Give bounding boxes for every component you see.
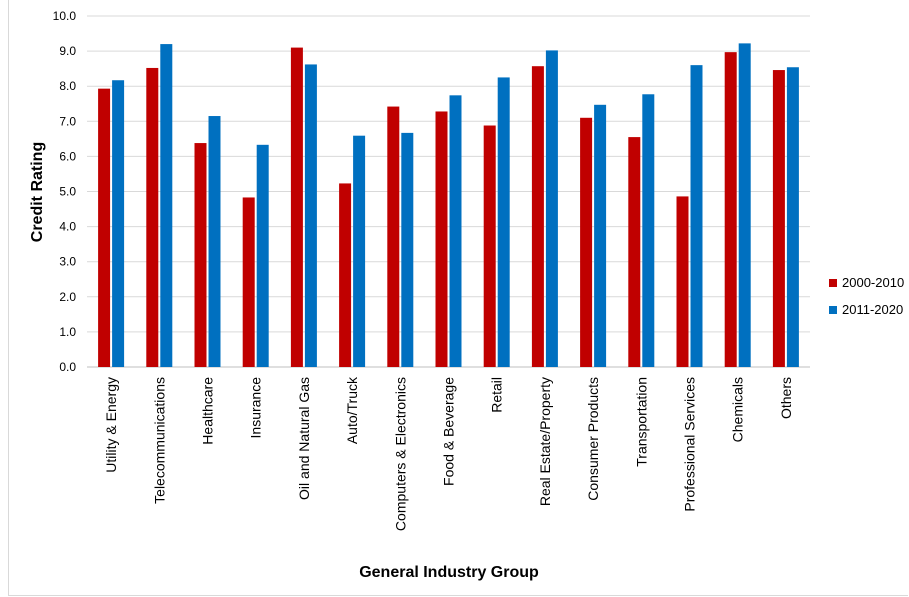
bar-2000-2010-7 <box>435 111 448 367</box>
y-tick-label: 4.0 <box>59 220 76 234</box>
category-label: Professional Services <box>682 377 698 512</box>
bar-2000-2010-5 <box>339 183 352 367</box>
bar-2011-2020-7 <box>449 95 462 368</box>
category-labels: Utility & Energy Telecommunications Health… <box>103 376 794 531</box>
y-tick-label: 2.0 <box>59 290 76 304</box>
category-label: Real Estate/Property <box>537 377 553 506</box>
bar-2011-2020-8 <box>497 77 510 368</box>
bar-2000-2010-6 <box>387 106 400 368</box>
y-tick-label: 0.0 <box>59 360 76 374</box>
bar-2011-2020-0 <box>112 80 125 367</box>
bars <box>98 43 799 368</box>
bar-2000-2010-14 <box>772 70 785 367</box>
x-axis-title: General Industry Group <box>359 564 539 581</box>
category-label: Transportation <box>633 377 649 467</box>
legend-swatch-0 <box>829 279 837 287</box>
category-label: Consumer Products <box>585 377 601 501</box>
bar-2000-2010-13 <box>724 52 737 367</box>
bar-2000-2010-4 <box>290 47 303 368</box>
bar-2000-2010-3 <box>242 197 255 367</box>
category-label: Telecommunications <box>151 377 167 504</box>
category-label: Chemicals <box>730 377 746 442</box>
bar-2011-2020-2 <box>208 116 221 367</box>
category-label: Auto/Truck <box>344 376 360 444</box>
bar-2011-2020-6 <box>401 132 414 367</box>
y-axis-title: Credit Rating <box>29 142 46 242</box>
bar-2000-2010-9 <box>531 66 544 368</box>
y-tick-label: 1.0 <box>59 325 76 339</box>
bar-2000-2010-0 <box>98 88 111 368</box>
bar-2011-2020-5 <box>353 135 366 367</box>
bar-2011-2020-9 <box>545 50 558 367</box>
category-label: Insurance <box>248 377 264 439</box>
category-label: Food & Beverage <box>441 377 457 486</box>
y-tick-label: 6.0 <box>59 149 76 163</box>
bar-2011-2020-13 <box>738 43 751 368</box>
bar-2000-2010-11 <box>628 137 641 367</box>
category-label: Computers & Electronics <box>392 377 408 531</box>
legend-label-0: 2000-2010 <box>842 275 904 290</box>
bar-2011-2020-3 <box>256 144 269 367</box>
category-label: Utility & Energy <box>103 377 119 473</box>
legend-label-1: 2011-2020 <box>842 302 903 317</box>
bar-2011-2020-10 <box>594 104 607 367</box>
bar-2000-2010-1 <box>146 67 159 367</box>
y-tick-label: 3.0 <box>59 255 76 269</box>
y-tick-label: 5.0 <box>59 185 76 199</box>
y-tick-label: 9.0 <box>59 44 76 58</box>
category-label: Retail <box>489 377 505 413</box>
category-label: Oil and Natural Gas <box>296 377 312 500</box>
bar-2000-2010-10 <box>580 117 593 367</box>
legend-swatch-1 <box>829 306 837 314</box>
bar-2011-2020-4 <box>304 64 317 368</box>
y-tick-labels: 0.0 1.0 2.0 3.0 4.0 5.0 6.0 7.0 8.0 9.0 10.0 <box>53 9 77 374</box>
bar-2011-2020-14 <box>786 67 799 367</box>
bar-2000-2010-12 <box>676 196 689 367</box>
bar-2011-2020-12 <box>690 65 703 367</box>
bar-2011-2020-1 <box>160 44 173 367</box>
y-tick-label: 8.0 <box>59 79 76 93</box>
y-tick-label: 10.0 <box>53 9 77 23</box>
gridlines <box>87 15 810 368</box>
legend: 2000-2010 2011-2020 <box>829 275 904 317</box>
chart-frame <box>8 0 908 596</box>
bar-2011-2020-11 <box>642 94 655 367</box>
bar-2000-2010-2 <box>194 143 207 367</box>
category-label: Healthcare <box>200 377 216 445</box>
category-label: Others <box>778 377 794 419</box>
bar-2000-2010-8 <box>483 125 496 368</box>
y-tick-label: 7.0 <box>59 114 76 128</box>
